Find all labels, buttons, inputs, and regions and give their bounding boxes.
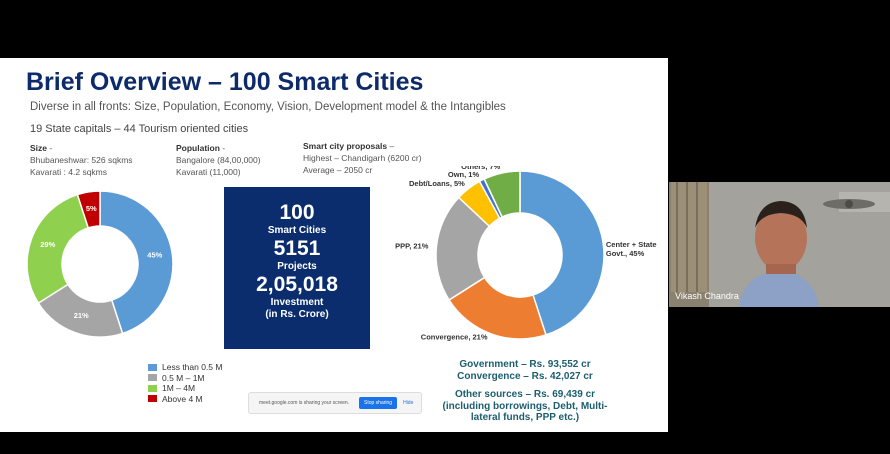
size-label: Size	[30, 143, 48, 153]
slice-label: 21%	[74, 311, 89, 320]
city-size-donut-chart: 45% 21% 29% 5%	[26, 190, 174, 338]
proposals-line2: Average – 2050 cr	[303, 165, 373, 175]
government-funds: Government – Rs. 93,552 cr	[459, 359, 591, 370]
proposals-line1: Highest – Chandigarh (6200 cr)	[303, 153, 422, 163]
slice-label: Own, 1%	[448, 170, 480, 179]
population-line1: Bangalore (84,00,000)	[176, 155, 261, 165]
projects-value: 5151	[273, 237, 321, 260]
size-info: Size - Bhubaneshwar: 526 sqkms Kavarati …	[30, 143, 133, 177]
legend-item: Less than 0.5 M	[148, 362, 222, 373]
slice-label: 5%	[86, 204, 97, 213]
pie-slice	[99, 190, 174, 335]
participant-video[interactable]: Vikash Chandra	[669, 182, 890, 307]
population-label: Population	[176, 143, 220, 153]
legend-swatch	[148, 395, 157, 403]
legend-swatch	[148, 363, 157, 371]
funds-summary: Government – Rs. 93,552 cr Convergence –…	[420, 359, 630, 424]
cities-label: Smart Cities	[267, 225, 327, 236]
pie-slice	[76, 190, 101, 229]
convergence-funds: Convergence – Rs. 42,027 cr	[457, 370, 593, 382]
stats-box: 100 Smart Cities 5151 Projects 2,05,018 …	[224, 187, 370, 349]
slice-label: Center + State Govt., 45%	[606, 240, 657, 258]
legend-swatch	[148, 374, 157, 382]
capitals-text: 19 State capitals – 44 Tourism oriented …	[30, 123, 249, 135]
projects-label: Projects	[277, 261, 317, 272]
other-sources-funds: Other sources – Rs. 69,439 cr	[454, 389, 596, 400]
investment-value: 2,05,018	[256, 273, 338, 296]
population-line2: Kavarati (11,000)	[176, 167, 241, 177]
pie-slice	[483, 170, 521, 218]
slice-label: Others, 7%	[461, 166, 501, 171]
stop-sharing-button[interactable]: Stop sharing	[359, 397, 398, 409]
legend-item: 0.5 M – 1M	[148, 373, 222, 384]
participant-video-image	[669, 182, 890, 307]
size-line1: Bhubaneshwar: 526 sqkms	[30, 155, 133, 165]
hide-button[interactable]: Hide	[403, 400, 414, 406]
size-line2: Kavarati : 4.2 sqkms	[30, 167, 108, 177]
legend: Less than 0.5 M 0.5 M – 1M 1M – 4M Above…	[148, 362, 222, 404]
other-sources-note2: lateral funds, PPP etc.)	[470, 412, 580, 423]
cities-value: 100	[279, 201, 315, 224]
proposals-info: Smart city proposals – Highest – Chandig…	[303, 141, 422, 175]
bottom-strip	[0, 432, 668, 454]
slice-label: Debt/Loans, 5%	[409, 179, 465, 188]
participant-name: Vikash Chandra	[675, 291, 739, 301]
slice-label: 45%	[147, 250, 162, 259]
screen-share-bar: meet.google.com is sharing your screen. …	[248, 392, 422, 414]
investment-unit: (in Rs. Crore)	[265, 309, 329, 320]
legend-item: Above 4 M	[148, 394, 222, 405]
slice-label: 29%	[40, 240, 55, 249]
pie-slice	[26, 193, 90, 305]
slice-label: Convergence, 21%	[421, 333, 488, 342]
investment-label: Investment	[270, 297, 324, 308]
population-info: Population - Bangalore (84,00,000) Kavar…	[176, 143, 261, 177]
legend-swatch	[148, 384, 157, 392]
slide-title: Brief Overview – 100 Smart Cities	[26, 68, 424, 96]
proposals-label: Smart city proposals	[303, 141, 388, 151]
other-sources-note1: (including borrowings, Debt, Multi-	[442, 400, 608, 412]
slice-label: PPP, 21%	[395, 242, 429, 251]
slide-subtitle: Diverse in all fronts: Size, Population,…	[30, 101, 506, 113]
funding-sources-donut-chart: Center + State Govt., 45% Convergence, 21%…	[395, 166, 657, 342]
legend-item: 1M – 4M	[148, 383, 222, 394]
pie-slice	[519, 170, 605, 336]
share-message: meet.google.com is sharing your screen.	[259, 400, 350, 406]
presentation-slide: Brief Overview – 100 Smart Cities Divers…	[0, 58, 668, 432]
